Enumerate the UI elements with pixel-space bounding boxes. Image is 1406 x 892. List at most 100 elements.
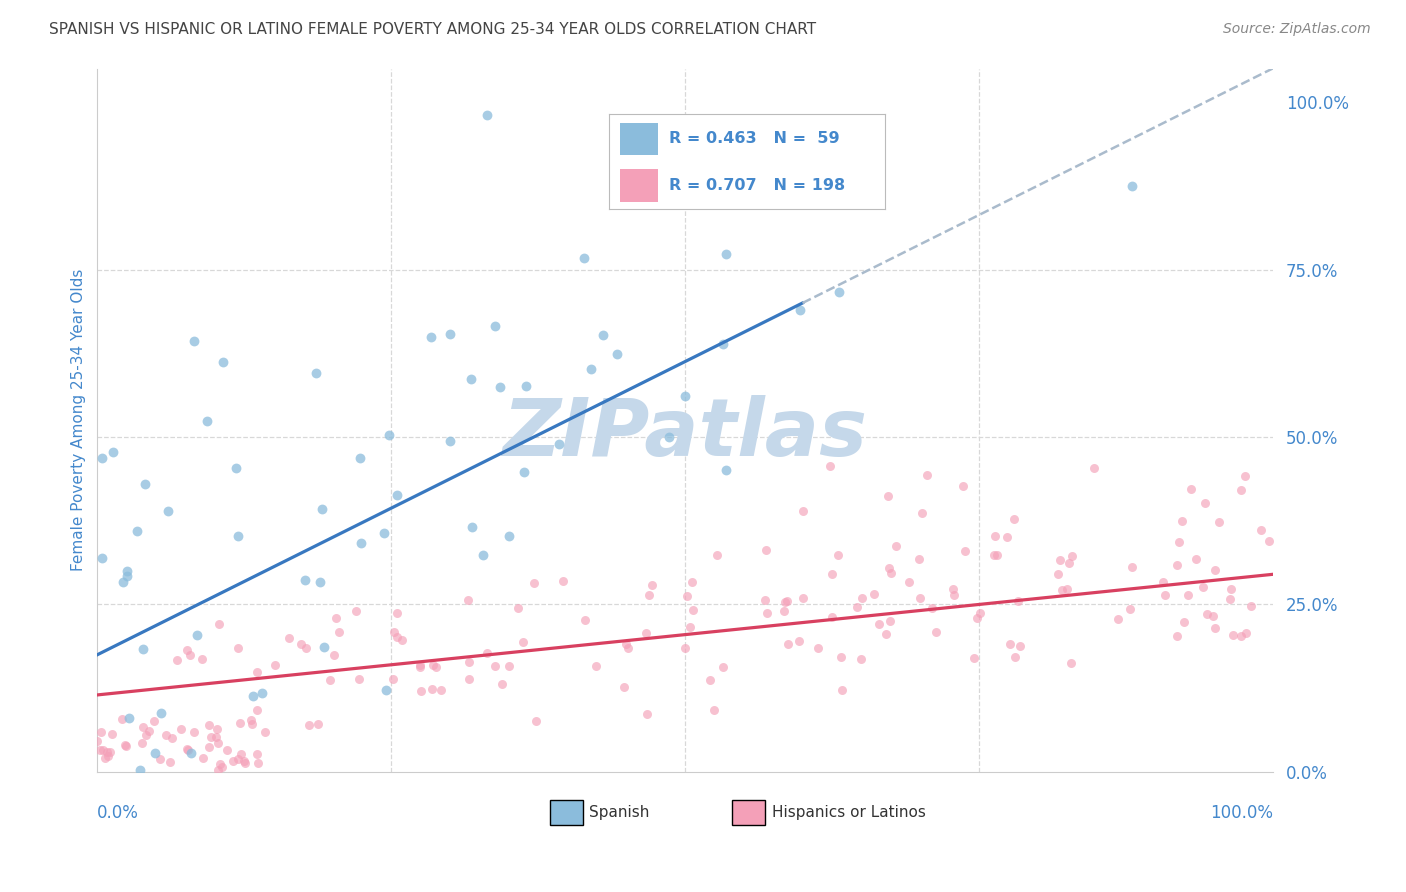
Point [385, 630, 408, 644]
Point [831, 683, 853, 698]
Point [818, 458, 841, 473]
Point [1202, 608, 1225, 623]
Point [90, 450, 112, 465]
Point [91, 742, 114, 756]
FancyBboxPatch shape [550, 800, 582, 825]
Point [678, 620, 700, 634]
Point [548, 437, 571, 451]
Point [703, 703, 725, 717]
Point [90, 551, 112, 566]
Point [183, 725, 205, 739]
Point [875, 627, 897, 641]
Point [250, 685, 273, 699]
Point [1230, 629, 1253, 643]
Point [207, 736, 229, 750]
Point [311, 502, 333, 516]
Point [1057, 556, 1080, 570]
Point [574, 251, 596, 265]
Point [112, 575, 135, 590]
Point [1010, 639, 1032, 653]
Point [246, 665, 269, 679]
Point [246, 703, 269, 717]
Point [156, 504, 179, 518]
Point [205, 722, 228, 736]
Point [195, 414, 218, 428]
Text: SPANISH VS HISPANIC OR LATINO FEMALE POVERTY AMONG 25-34 YEAR OLDS CORRELATION C: SPANISH VS HISPANIC OR LATINO FEMALE POV… [49, 22, 817, 37]
Point [209, 757, 232, 772]
Point [298, 718, 321, 732]
Point [1154, 588, 1177, 602]
Point [998, 637, 1021, 651]
Point [1194, 496, 1216, 510]
Point [699, 673, 721, 687]
Point [118, 711, 141, 725]
Point [347, 673, 370, 687]
Point [942, 582, 965, 597]
Point [278, 631, 301, 645]
Point [1107, 612, 1129, 626]
Point [135, 728, 157, 742]
Point [458, 672, 481, 686]
Point [1204, 621, 1226, 635]
Point [231, 747, 253, 761]
Point [515, 378, 537, 392]
Point [755, 606, 778, 620]
Point [498, 529, 520, 543]
Point [409, 684, 432, 698]
Point [1121, 179, 1143, 194]
Point [159, 755, 181, 769]
Point [132, 641, 155, 656]
Point [115, 565, 138, 579]
Point [1222, 628, 1244, 642]
Point [246, 747, 269, 761]
Point [170, 723, 193, 737]
Point [513, 465, 536, 479]
Point [439, 434, 461, 449]
Point [319, 673, 342, 687]
Point [963, 651, 986, 665]
Point [877, 490, 900, 504]
Point [328, 625, 350, 640]
Point [1170, 514, 1192, 528]
Point [716, 246, 738, 260]
Point [952, 479, 974, 493]
Point [879, 561, 901, 575]
Point [776, 594, 799, 608]
Point [344, 603, 367, 617]
Point [508, 601, 530, 615]
Point [1083, 460, 1105, 475]
Point [1258, 534, 1281, 549]
Point [983, 548, 1005, 562]
Point [898, 575, 921, 590]
Point [179, 648, 201, 662]
Point [925, 624, 948, 639]
Point [1180, 483, 1202, 497]
Point [143, 746, 166, 760]
Point [911, 506, 934, 520]
Point [180, 746, 202, 760]
Point [1002, 512, 1025, 526]
Point [131, 737, 153, 751]
Point [134, 477, 156, 491]
Point [233, 754, 256, 768]
Point [1167, 535, 1189, 549]
Point [457, 592, 479, 607]
Point [101, 727, 124, 741]
Point [849, 651, 872, 665]
Point [128, 763, 150, 777]
Point [984, 529, 1007, 543]
Point [114, 738, 136, 752]
Point [638, 588, 661, 602]
Point [1195, 607, 1218, 622]
Point [966, 611, 988, 625]
Point [378, 428, 401, 442]
Point [1220, 582, 1243, 596]
Point [681, 575, 703, 590]
Point [821, 610, 844, 624]
Point [115, 569, 138, 583]
Point [190, 652, 212, 666]
Point [374, 682, 396, 697]
Point [439, 327, 461, 342]
Point [706, 548, 728, 562]
Point [177, 743, 200, 757]
